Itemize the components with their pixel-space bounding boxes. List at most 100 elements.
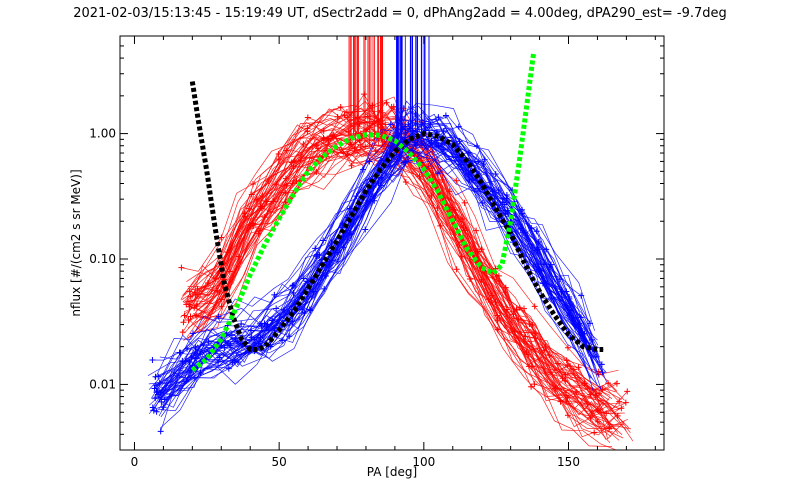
- cloud-1-marker-54-4: [225, 365, 232, 372]
- cloud-0-marker-48-0: [184, 298, 191, 305]
- cloud-0-marker-36-12: [382, 121, 389, 128]
- cloud-0-marker-42-0: [185, 317, 192, 324]
- cloud-0-trace-16: [195, 135, 619, 432]
- cloud-0-marker-48-20: [525, 363, 532, 370]
- cloud-1-marker-45-8: [289, 282, 296, 289]
- y-tick-label-2: 1.00: [89, 127, 116, 141]
- plot-data-layer: [147, 36, 634, 450]
- cloud-0-marker-45-18: [522, 333, 529, 340]
- cloud-0-marker-45-16: [478, 246, 485, 253]
- cloud-0-marker-3-26: [618, 405, 625, 412]
- cloud-1-marker-36-16: [435, 114, 442, 121]
- cloud-1-marker-45-0: [149, 404, 156, 411]
- cloud-1-marker-21-20: [492, 170, 499, 177]
- cloud-1-marker-39-6: [263, 323, 270, 330]
- cloud-1-trace-41: [165, 144, 599, 403]
- cloud-0-marker-48-12: [381, 141, 388, 148]
- cloud-1-marker-12-0: [149, 357, 156, 364]
- cloud-0-trace-17: [187, 145, 618, 450]
- cloud-1-marker-36-24: [578, 292, 585, 299]
- cloud-1-trace-33: [155, 142, 591, 399]
- cloud-0-marker-51-18: [502, 284, 509, 291]
- cloud-1-marker-51-2: [197, 351, 204, 358]
- cloud-0-trace-41: [197, 133, 627, 431]
- cloud-0-marker-6-2: [218, 234, 225, 241]
- cloud-0-marker-54-22: [552, 385, 559, 392]
- cloud-1-marker-54-8: [286, 333, 293, 340]
- cloud-0-trace-43: [183, 159, 613, 447]
- cloud-1-marker-51-6: [273, 305, 280, 312]
- cloud-0-marker-30-10: [362, 143, 369, 150]
- cloud-0-marker-39-2: [235, 253, 242, 260]
- cloud-0-marker-54-8: [315, 145, 322, 152]
- cloud-1-marker-36-6: [258, 322, 265, 329]
- cloud-0-marker-39-24: [622, 399, 629, 406]
- cloud-0-marker-54-6: [282, 175, 289, 182]
- cloud-0-marker-51-22: [575, 364, 582, 371]
- cloud-0-marker-51-16: [474, 248, 481, 255]
- axis-layer: 0 50 100 150 0.01 0.10 1.00: [89, 35, 664, 469]
- cloud-0-marker-33-14: [453, 177, 460, 184]
- cloud-0-marker-21-22: [564, 361, 571, 368]
- cloud-1-marker-51-0: [155, 391, 162, 398]
- y-tick-label-0: 0.01: [89, 377, 116, 391]
- cloud-1-trace-46: [159, 140, 591, 398]
- x-tick-label-150: 150: [557, 455, 580, 469]
- cloud-0-marker-54-0: [191, 304, 198, 311]
- cloud-0-marker-39-16: [473, 227, 480, 234]
- cloud-0-marker-18-22: [531, 381, 538, 388]
- chart-title: 2021-02-03/15:13:45 - 15:19:49 UT, dSect…: [73, 6, 727, 21]
- cloud-0-marker-15-16: [453, 266, 460, 273]
- cloud-1-marker-15-0: [158, 398, 165, 405]
- cloud-0-marker-36-4: [241, 210, 248, 217]
- cloud-1-marker-42-10: [334, 249, 341, 256]
- cloud-0-marker-42-16: [458, 253, 465, 260]
- cloud-0-marker-51-14: [446, 188, 453, 195]
- cloud-0-marker-33-20: [564, 344, 571, 351]
- cloud-0-marker-6-4: [250, 181, 257, 188]
- cloud-1-marker-36-18: [473, 143, 480, 150]
- cloud-0-marker-45-0: [187, 293, 194, 300]
- cloud-0-marker-27-18: [461, 199, 468, 206]
- cloud-0-marker-45-24: [624, 388, 631, 395]
- cloud-0-marker-33-10: [383, 99, 390, 106]
- plot-frame: [119, 35, 665, 451]
- cloud-1-marker-36-12: [366, 158, 373, 165]
- cloud-1-trace-53: [156, 139, 585, 400]
- cloud-0-marker-51-8: [341, 112, 348, 119]
- cloud-1-marker-51-16: [457, 161, 464, 168]
- cloud-0-marker-54-16: [451, 207, 458, 214]
- cloud-0-marker-24-20: [520, 305, 527, 312]
- cloud-1-trace-23: [159, 149, 598, 412]
- cloud-1-marker-51-20: [533, 244, 540, 251]
- cloud-0-marker-33-18: [531, 303, 538, 310]
- cloud-1-marker-51-4: [232, 335, 239, 342]
- cloud-1-marker-15-16: [434, 170, 441, 177]
- cloud-0-marker-54-2: [218, 303, 225, 310]
- cloud-0-marker-45-4: [259, 192, 266, 199]
- cloud-0-marker-33-6: [304, 114, 311, 121]
- cloud-0-marker-18-14: [402, 178, 409, 185]
- cloud-0-marker-27-8: [304, 125, 311, 132]
- x-tick-label-50: 50: [272, 455, 287, 469]
- cloud-1-marker-21-6: [238, 320, 245, 327]
- cloud-0-marker-30-0: [187, 313, 194, 320]
- cloud-0-marker-6-0: [178, 264, 185, 271]
- cloud-0-marker-45-22: [596, 390, 603, 397]
- cloud-0-marker-51-2: [226, 268, 233, 275]
- cloud-0-trace-50: [186, 118, 619, 391]
- cloud-1-marker-42-20: [503, 191, 510, 198]
- y-tick-label-1: 0.10: [89, 252, 116, 266]
- cloud-1-marker-54-18: [466, 176, 473, 183]
- fit-curve-0: [189, 81, 604, 352]
- cloud-0-marker-48-10: [344, 150, 351, 157]
- cloud-0-marker-54-10: [357, 142, 364, 149]
- cloud-0-marker-48-14: [418, 157, 425, 164]
- x-tick-label-0: 0: [131, 455, 139, 469]
- cloud-1-marker-48-8: [299, 306, 306, 313]
- cloud-0-marker-51-6: [300, 141, 307, 148]
- cloud-0-marker-51-24: [605, 380, 612, 387]
- cloud-1-marker-45-4: [224, 339, 231, 346]
- cloud-0-marker-51-20: [529, 321, 536, 328]
- cloud-0-marker-12-16: [459, 216, 466, 223]
